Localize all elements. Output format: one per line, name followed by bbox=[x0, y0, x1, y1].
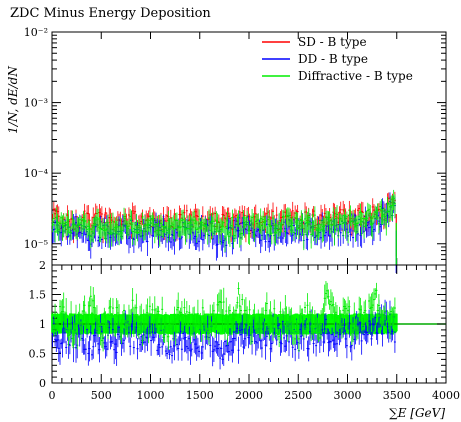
ratio-x-tick-label: 2500 bbox=[284, 389, 312, 402]
ratio-y-tick-label: 2 bbox=[39, 259, 46, 272]
ratio-y-tick-label: 0.5 bbox=[29, 348, 47, 361]
legend-label: DD - B type bbox=[298, 52, 368, 66]
main-y-tick-label: 10⁻⁵ bbox=[24, 238, 48, 251]
main-y-tick-label: 10⁻³ bbox=[24, 97, 48, 110]
ratio-x-tick-label: 1000 bbox=[137, 389, 165, 402]
ratio-x-tick-label: 0 bbox=[49, 389, 56, 402]
legend: SD - B type DD - B type Diffractive - B ty… bbox=[262, 35, 413, 83]
ratio-y-tick-label: 1 bbox=[39, 318, 46, 331]
ratio-panel: 0 0.5 1 1.5 2 0 500 1000 1500 2000 2500 3000 3500 400… bbox=[29, 259, 461, 402]
x-axis-label: ∑E [GeV] bbox=[389, 406, 445, 420]
ratio-x-tick-label: 4000 bbox=[432, 389, 460, 402]
main-y-tick-label: 10⁻² bbox=[24, 26, 48, 39]
main-panel: 10⁻² 10⁻³ 10⁻⁴ 10⁻⁵ bbox=[24, 26, 447, 274]
ratio-y-tick-label: 0 bbox=[39, 377, 46, 390]
ratio-x-tick-label: 2000 bbox=[235, 389, 263, 402]
ratio-x-tick-label: 3500 bbox=[383, 389, 411, 402]
ratio-series-diffractive-b-type bbox=[51, 281, 396, 352]
y-axis-label: 1/N, dE/dN bbox=[6, 66, 20, 134]
legend-label: SD - B type bbox=[298, 35, 367, 49]
ratio-y-tick-label: 1.5 bbox=[29, 289, 47, 302]
ratio-x-tick-label: 500 bbox=[91, 389, 112, 402]
main-y-tick-label: 10⁻⁴ bbox=[24, 167, 49, 180]
series-diffractive-b-type bbox=[51, 189, 397, 266]
legend-label: Diffractive - B type bbox=[298, 69, 413, 83]
ratio-band-segment bbox=[394, 313, 398, 332]
ratio-x-tick-label: 3000 bbox=[334, 389, 362, 402]
ratio-x-tick-label: 1500 bbox=[186, 389, 214, 402]
chart-title: ZDC Minus Energy Deposition bbox=[10, 6, 211, 21]
